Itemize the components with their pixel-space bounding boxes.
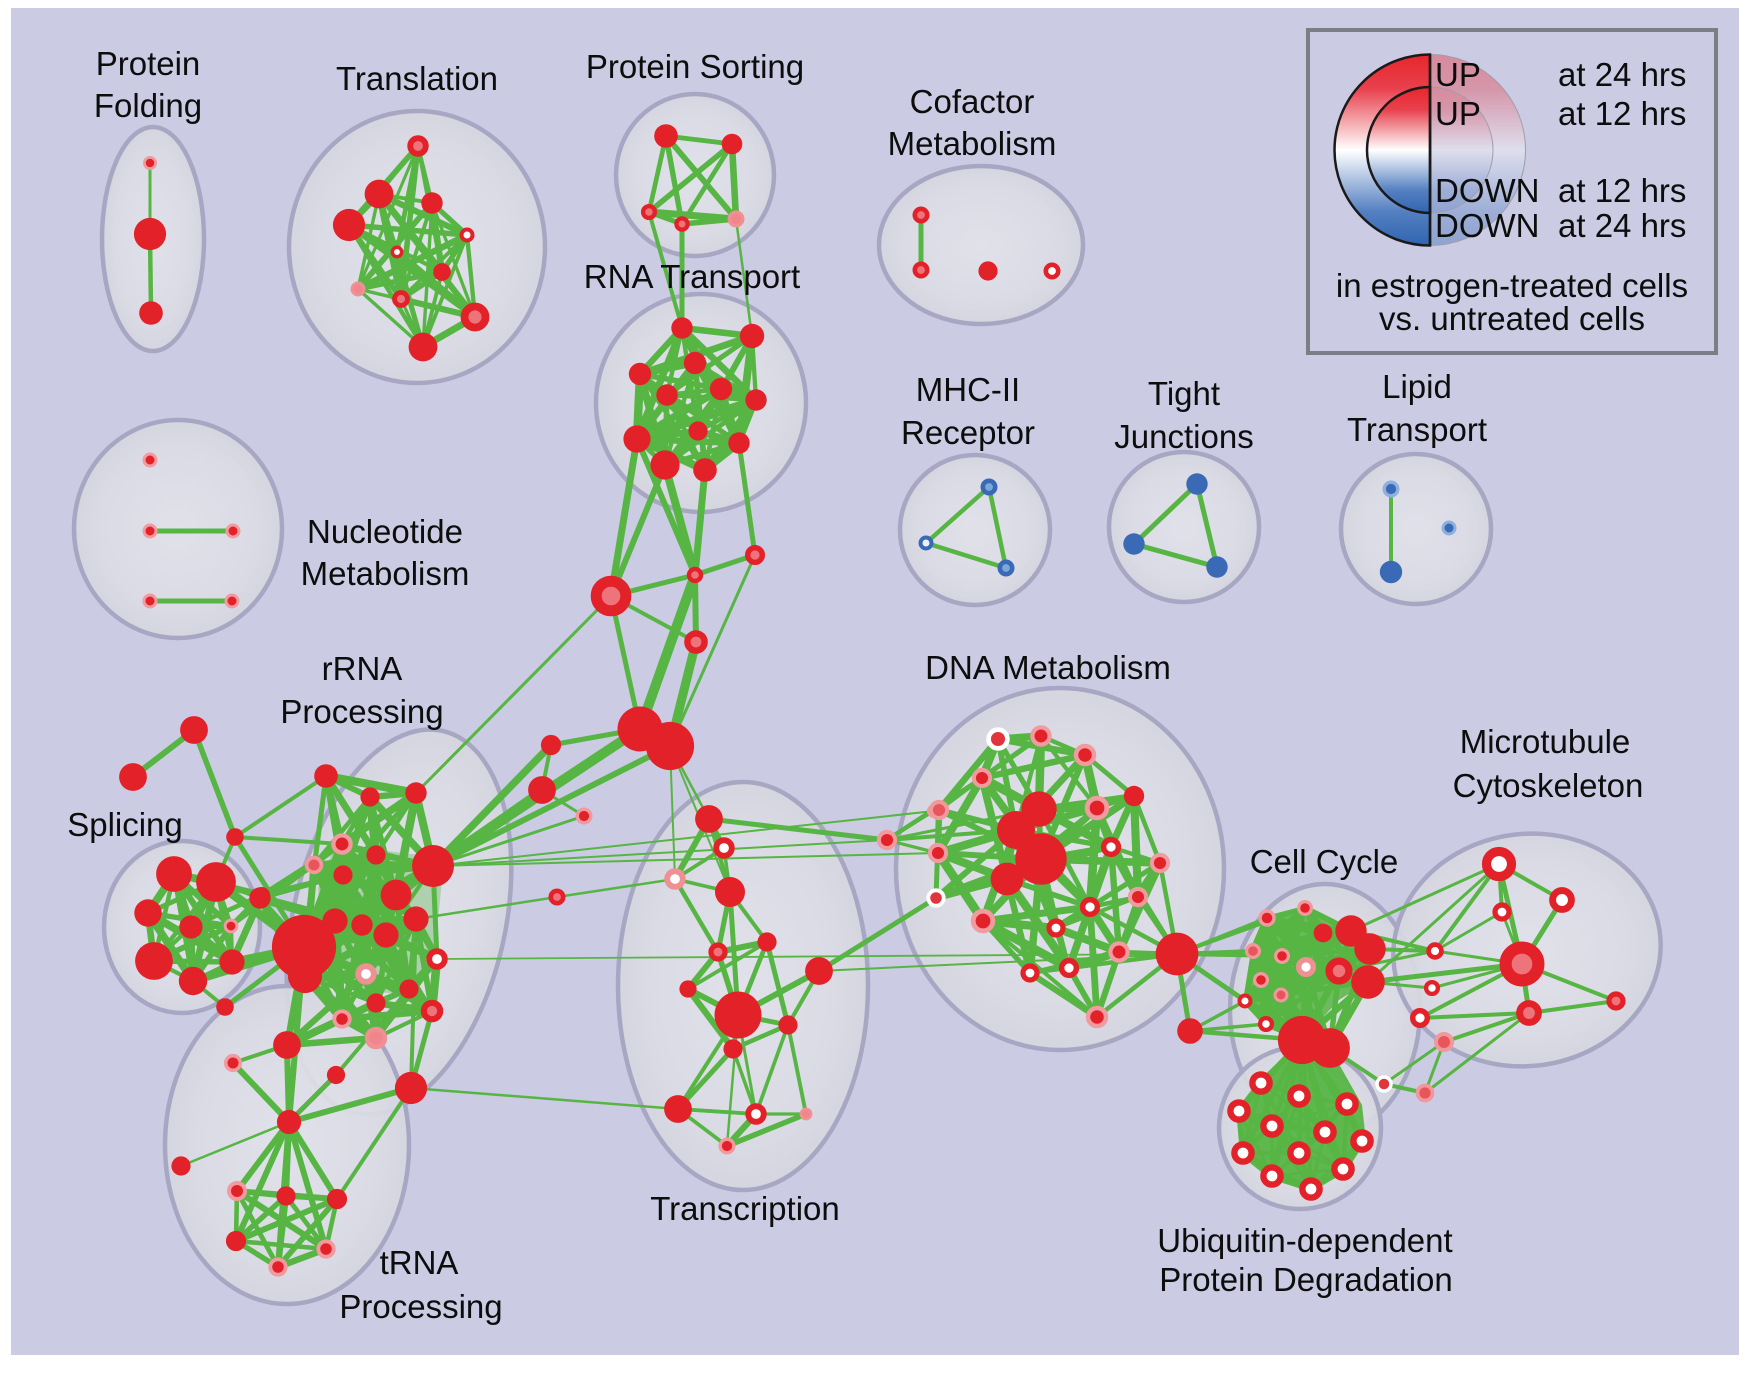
svg-text:at 24 hrs: at 24 hrs bbox=[1558, 207, 1686, 244]
svg-text:RNA Transport: RNA Transport bbox=[584, 258, 800, 295]
svg-text:at 12 hrs: at 12 hrs bbox=[1558, 95, 1686, 132]
svg-text:Cytoskeleton: Cytoskeleton bbox=[1453, 767, 1644, 804]
svg-text:Nucleotide: Nucleotide bbox=[307, 513, 463, 550]
svg-text:Folding: Folding bbox=[94, 87, 202, 124]
svg-text:DOWN: DOWN bbox=[1435, 207, 1539, 244]
svg-text:Transport: Transport bbox=[1347, 411, 1487, 448]
svg-text:Lipid: Lipid bbox=[1382, 368, 1452, 405]
svg-text:at 24 hrs: at 24 hrs bbox=[1558, 56, 1686, 93]
svg-text:Receptor: Receptor bbox=[901, 414, 1035, 451]
svg-text:Metabolism: Metabolism bbox=[888, 125, 1057, 162]
svg-text:UP: UP bbox=[1435, 56, 1481, 93]
svg-text:Cofactor: Cofactor bbox=[910, 83, 1035, 120]
svg-text:MHC-II: MHC-II bbox=[916, 371, 1020, 408]
svg-text:Splicing: Splicing bbox=[67, 806, 183, 843]
svg-text:vs. untreated cells: vs. untreated cells bbox=[1379, 300, 1645, 337]
svg-text:Translation: Translation bbox=[336, 60, 498, 97]
svg-text:Transcription: Transcription bbox=[650, 1190, 840, 1227]
svg-text:rRNA: rRNA bbox=[322, 650, 403, 687]
svg-text:Junctions: Junctions bbox=[1114, 418, 1253, 455]
svg-text:DOWN: DOWN bbox=[1435, 172, 1539, 209]
svg-text:tRNA: tRNA bbox=[380, 1244, 459, 1281]
svg-text:Processing: Processing bbox=[280, 693, 443, 730]
svg-text:Cell Cycle: Cell Cycle bbox=[1250, 843, 1399, 880]
svg-text:Protein: Protein bbox=[96, 45, 201, 82]
svg-text:Protein Degradation: Protein Degradation bbox=[1159, 1261, 1453, 1298]
svg-text:at 12 hrs: at 12 hrs bbox=[1558, 172, 1686, 209]
svg-text:Protein Sorting: Protein Sorting bbox=[586, 48, 804, 85]
svg-text:Metabolism: Metabolism bbox=[301, 555, 470, 592]
svg-text:DNA Metabolism: DNA Metabolism bbox=[925, 649, 1171, 686]
svg-text:Tight: Tight bbox=[1148, 375, 1220, 412]
svg-text:UP: UP bbox=[1435, 95, 1481, 132]
svg-text:Microtubule: Microtubule bbox=[1460, 723, 1631, 760]
svg-text:Ubiquitin-dependent: Ubiquitin-dependent bbox=[1157, 1222, 1452, 1259]
svg-text:Processing: Processing bbox=[339, 1288, 502, 1325]
svg-text:in estrogen-treated cells: in estrogen-treated cells bbox=[1336, 267, 1688, 304]
